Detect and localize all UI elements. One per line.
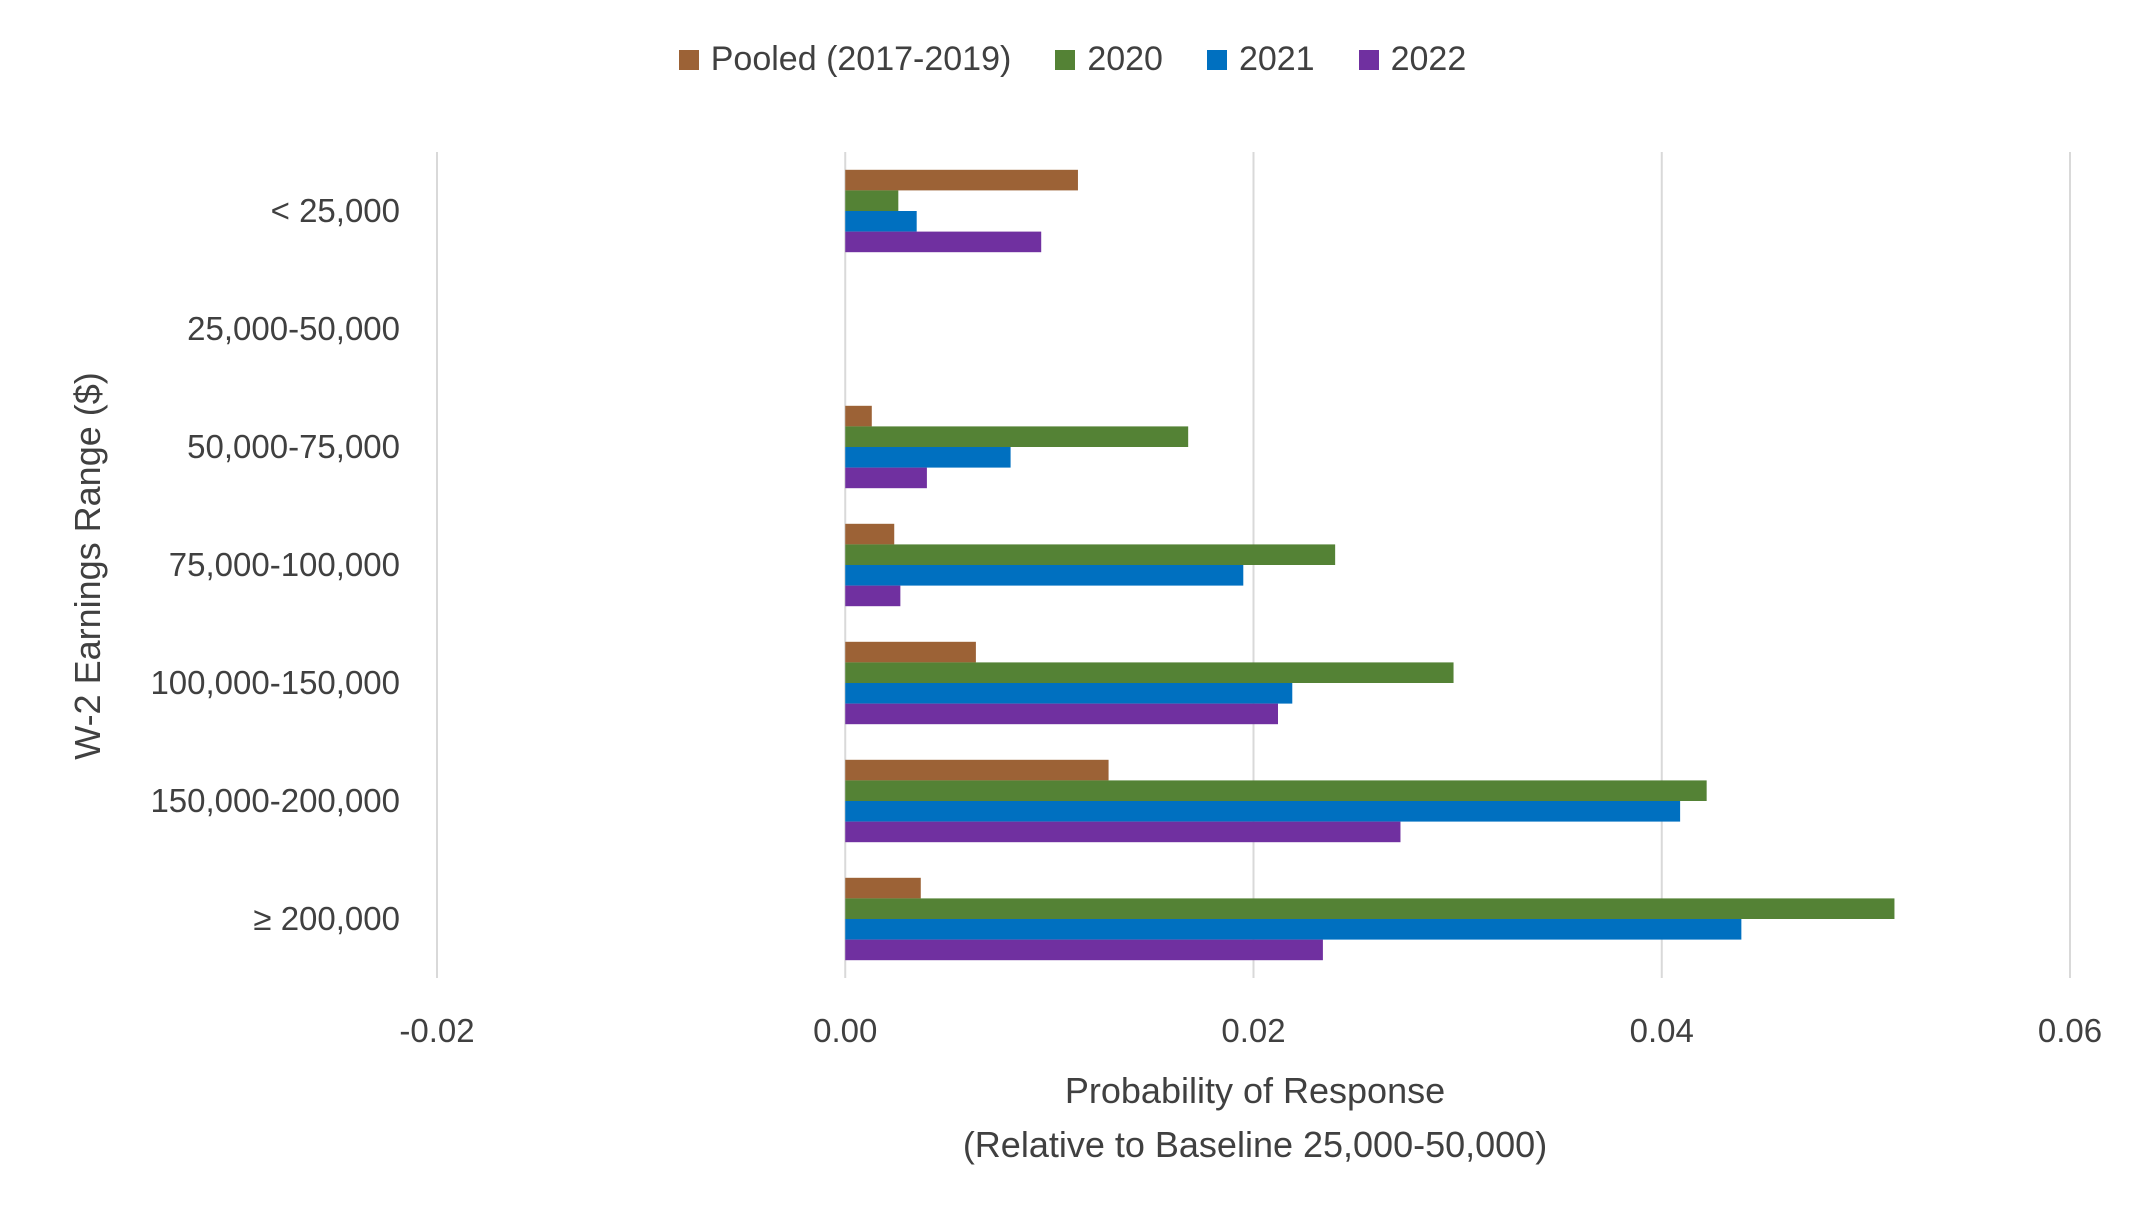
bar xyxy=(845,801,1681,822)
bar xyxy=(845,780,1707,801)
category-label: 150,000-200,000 xyxy=(150,782,400,819)
bar xyxy=(845,877,921,899)
legend-label: 2021 xyxy=(1238,40,1315,78)
bar xyxy=(845,426,1189,447)
x-tick-label: 0.06 xyxy=(2037,1012,2103,1049)
bar xyxy=(845,211,917,232)
bar xyxy=(845,641,976,663)
bar xyxy=(845,467,927,489)
category-label: 50,000-75,000 xyxy=(187,428,400,465)
bar xyxy=(845,821,1401,843)
legend: Pooled (2017-2019) 2020 2021 2022 xyxy=(0,40,2145,79)
bar xyxy=(845,939,1323,961)
bar xyxy=(845,585,901,607)
legend-label: 2022 xyxy=(1390,40,1467,78)
bar xyxy=(845,169,1078,191)
bar xyxy=(845,565,1244,586)
bar xyxy=(845,544,1336,565)
x-tick-label: -0.02 xyxy=(399,1012,475,1049)
legend-label: Pooled (2017-2019) xyxy=(710,40,1012,78)
category-label: 75,000-100,000 xyxy=(168,546,400,583)
x-axis-title: Probability of Response xyxy=(1064,1070,1446,1111)
bar xyxy=(845,447,1011,468)
bar xyxy=(845,898,1895,919)
legend-item: 2021 xyxy=(1206,40,1315,79)
y-axis-title: W-2 Earnings Range ($) xyxy=(67,372,108,760)
legend-swatch xyxy=(1358,49,1379,70)
legend-item: 2022 xyxy=(1358,40,1467,79)
category-label: ≥ 200,000 xyxy=(253,900,400,937)
x-tick-label: 0.02 xyxy=(1221,1012,1286,1049)
legend-label: 2020 xyxy=(1087,40,1163,78)
bars xyxy=(845,169,1895,961)
legend-swatch xyxy=(1206,49,1227,70)
bar xyxy=(845,919,1742,940)
category-label: 100,000-150,000 xyxy=(150,664,400,701)
legend-item: Pooled (2017-2019) xyxy=(678,40,1012,79)
x-axis-subtitle: (Relative to Baseline 25,000-50,000) xyxy=(962,1124,1548,1165)
legend-swatch xyxy=(678,49,699,70)
bar xyxy=(845,523,895,545)
bar xyxy=(845,759,1109,781)
bar xyxy=(845,190,899,211)
x-tick-label: 0.00 xyxy=(813,1012,878,1049)
legend-item: 2020 xyxy=(1055,40,1163,79)
legend-swatch xyxy=(1055,49,1076,70)
bar xyxy=(845,662,1454,683)
bar xyxy=(845,231,1042,253)
x-tick-label: 0.04 xyxy=(1629,1012,1694,1049)
bar xyxy=(845,683,1293,704)
category-label: < 25,000 xyxy=(270,192,400,229)
category-label: 25,000-50,000 xyxy=(187,310,400,347)
bar xyxy=(845,703,1278,725)
bar xyxy=(845,405,872,427)
